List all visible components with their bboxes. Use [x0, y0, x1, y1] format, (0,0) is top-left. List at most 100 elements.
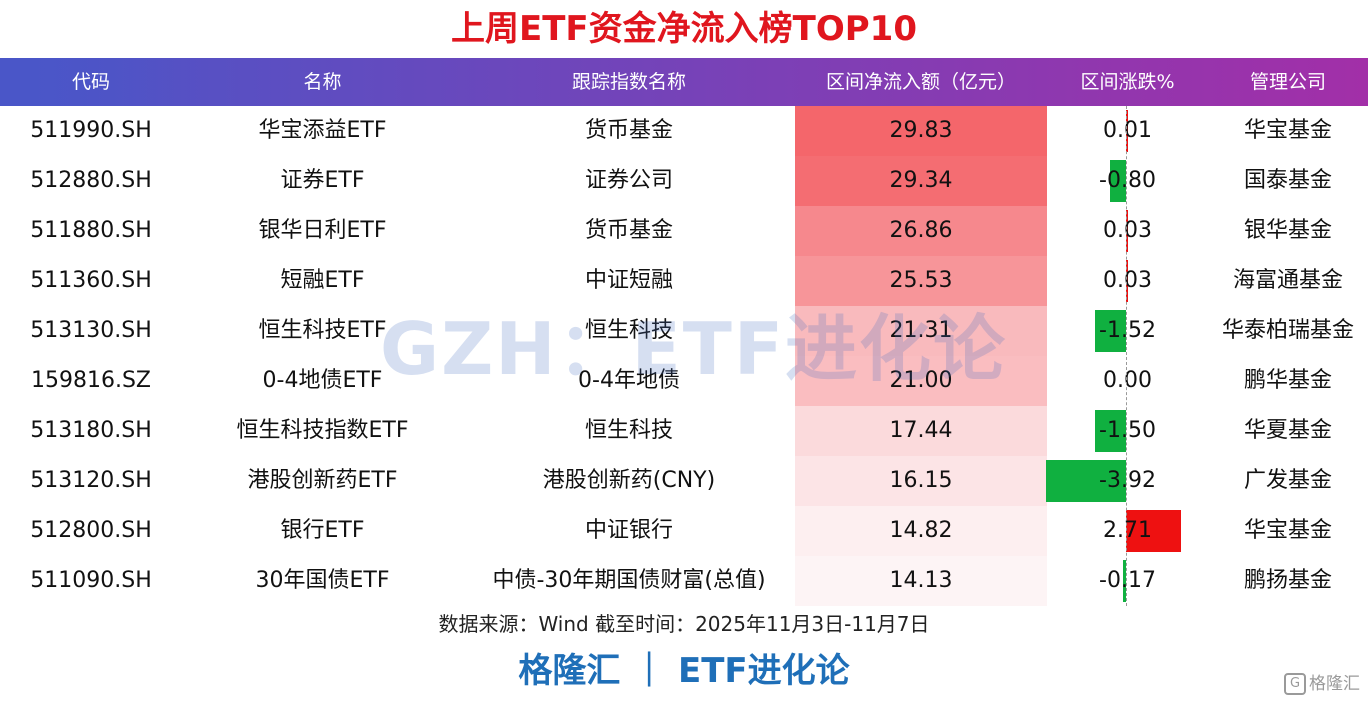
cell-code: 511880.SH [30, 218, 152, 243]
cell-index: 证券公司 [584, 168, 673, 193]
table-row: 511990.SH 华宝添益ETF 货币基金 29.83 0.01 华宝基金 [0, 106, 1368, 156]
table-row: 511360.SH 短融ETF 中证短融 25.53 0.03 海富通基金 [0, 256, 1368, 306]
cell-name: 银华日利ETF [258, 218, 387, 243]
table-row: 513180.SH 恒生科技指数ETF 恒生科技 17.44 -1.50 华夏基金 [0, 406, 1368, 456]
change-bar-positive [1126, 260, 1128, 302]
cell-company: 银华基金 [1243, 218, 1332, 243]
cell-name: 恒生科技指数ETF [236, 418, 409, 443]
flow-heat-cell [795, 306, 1047, 356]
change-bar-negative [1109, 160, 1126, 202]
cell-change: 0.03 [1103, 218, 1152, 243]
cell-code: 159816.SZ [30, 368, 151, 393]
cell-index: 0-4年地债 [578, 368, 680, 393]
brand-footer: 格隆汇 ｜ ETF进化论 [518, 651, 850, 691]
cell-company: 广发基金 [1243, 468, 1332, 493]
cell-company: 国泰基金 [1243, 168, 1332, 193]
gelonghui-logo: G 格隆汇 [1284, 672, 1360, 696]
cell-change: -0.80 [1099, 168, 1156, 193]
change-bar-negative [1122, 560, 1126, 602]
cell-name: 证券ETF [280, 168, 365, 193]
cell-change: 0.03 [1103, 268, 1152, 293]
cell-change: -1.52 [1099, 318, 1156, 343]
cell-name: 华宝添益ETF [258, 118, 387, 143]
cell-name: 银行ETF [280, 518, 365, 543]
cell-code: 513120.SH [30, 468, 152, 493]
table-row: 511090.SH 30年国债ETF 中债-30年期国债财富(总值) 14.13 -0.… [0, 556, 1368, 606]
cell-name: 短融ETF [280, 268, 365, 293]
cell-code: 511990.SH [30, 118, 152, 143]
flow-heat-cell [795, 506, 1047, 556]
cell-name: 0-4地债ETF [262, 368, 383, 393]
cell-change: 0.00 [1103, 368, 1152, 393]
flow-heat-cell [795, 556, 1047, 606]
cell-company: 鹏扬基金 [1243, 568, 1332, 593]
header-col-code: 代码 [71, 71, 110, 93]
cell-company: 华宝基金 [1243, 518, 1332, 543]
cell-change: -0.17 [1099, 568, 1156, 593]
change-bar-positive [1126, 110, 1128, 152]
header-col-change: 区间涨跌% [1080, 71, 1175, 93]
flow-heat-cell [795, 206, 1047, 256]
table-row: 513130.SH 恒生科技ETF 恒生科技 21.31 -1.52 华泰柏瑞基金 [0, 306, 1368, 356]
change-bar-negative [1046, 460, 1126, 502]
cell-company: 华泰柏瑞基金 [1221, 318, 1354, 343]
flow-heat-cell [795, 356, 1047, 406]
flow-heat-cell [795, 156, 1047, 206]
header-bg-col-code [0, 58, 182, 106]
cell-name: 恒生科技ETF [258, 318, 387, 343]
cell-flow: 17.44 [889, 418, 953, 443]
header-bg-col-change [1047, 58, 1208, 106]
table-header: 代码 名称 跟踪指数名称 区间净流入额（亿元） 区间涨跌% 管理公司 [0, 58, 1368, 106]
table-row: 513120.SH 港股创新药ETF 港股创新药(CNY) 16.15 -3.92 广发基… [0, 456, 1368, 506]
cell-flow: 29.34 [889, 168, 953, 193]
cell-code: 512880.SH [30, 168, 152, 193]
cell-flow: 29.83 [889, 118, 953, 143]
cell-flow: 26.86 [889, 218, 953, 243]
table-row: 511880.SH 银华日利ETF 货币基金 26.86 0.03 银华基金 [0, 206, 1368, 256]
flow-heat-cell [795, 106, 1047, 156]
cell-index: 恒生科技 [584, 418, 673, 443]
page-title: 上周ETF资金净流入榜TOP10 [451, 9, 917, 49]
table-row: 512800.SH 银行ETF 中证银行 14.82 2.71 华宝基金 [0, 506, 1368, 556]
watermark: GZH：ETF进化论 [380, 307, 1008, 391]
cell-company: 鹏华基金 [1243, 368, 1332, 393]
header-bg-col-index [463, 58, 795, 106]
header-col-name: 名称 [303, 71, 342, 93]
cell-index: 港股创新药(CNY) [542, 468, 716, 493]
table-row: 512880.SH 证券ETF 证券公司 29.34 -0.80 国泰基金 [0, 156, 1368, 206]
cell-name: 港股创新药ETF [247, 468, 398, 493]
change-bar-positive [1126, 510, 1182, 552]
cell-flow: 16.15 [889, 468, 953, 493]
change-axis [1126, 106, 1128, 606]
change-bar-negative [1095, 410, 1126, 452]
cell-change: -1.50 [1099, 418, 1156, 443]
cell-change: -3.92 [1099, 468, 1156, 493]
cell-index: 恒生科技 [584, 318, 673, 343]
cell-company: 华宝基金 [1243, 118, 1332, 143]
header-col-company: 管理公司 [1249, 71, 1326, 93]
cell-code: 512800.SH [30, 518, 152, 543]
cell-company: 华夏基金 [1243, 418, 1332, 443]
header-bg-col-flow [795, 58, 1047, 106]
cell-flow: 14.13 [889, 568, 953, 593]
cell-index: 中证短融 [584, 268, 673, 293]
flow-heat-cell [795, 456, 1047, 506]
flow-heat-cell [795, 256, 1047, 306]
logo-g-icon: G [1284, 673, 1306, 695]
header-bg-col-name [182, 58, 463, 106]
cell-index: 货币基金 [584, 118, 673, 143]
cell-index: 中债-30年期国债财富(总值) [492, 568, 766, 593]
cell-flow: 21.31 [889, 318, 953, 343]
cell-flow: 14.82 [889, 518, 953, 543]
cell-name: 30年国债ETF [255, 568, 390, 593]
header-col-index: 跟踪指数名称 [571, 71, 686, 93]
change-bar-negative [1094, 310, 1126, 352]
logo-text: 格隆汇 [1309, 674, 1360, 694]
header-col-flow: 区间净流入额（亿元） [825, 71, 1016, 93]
cell-change: 2.71 [1103, 518, 1152, 543]
cell-change: 0.01 [1103, 118, 1152, 143]
cell-code: 513180.SH [30, 418, 152, 443]
cell-code: 513130.SH [30, 318, 152, 343]
cell-index: 中证银行 [584, 518, 673, 543]
cell-flow: 21.00 [889, 368, 953, 393]
